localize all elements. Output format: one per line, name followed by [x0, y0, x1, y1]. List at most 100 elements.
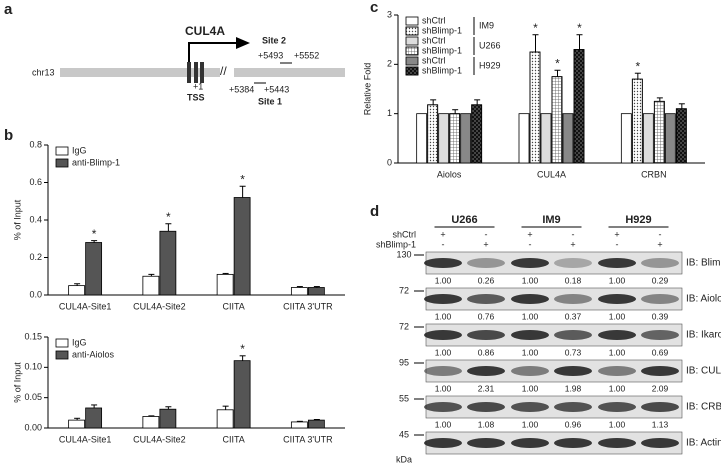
significance: * — [92, 227, 97, 241]
bar-pattern — [551, 76, 563, 164]
bar-pattern — [653, 100, 665, 164]
y-tick-label: 0.0 — [29, 289, 42, 299]
lane-mark: + — [657, 239, 662, 249]
legend-swatch — [55, 158, 69, 168]
bar-pattern — [427, 104, 439, 164]
significance: * — [166, 210, 171, 224]
band-quant: 1.00 — [435, 275, 452, 285]
bar — [85, 407, 103, 429]
blot-band — [554, 294, 592, 304]
y-tick-label: 0.10 — [24, 362, 42, 372]
y-tick-label: 3 — [387, 9, 392, 19]
blot-band — [641, 330, 679, 340]
blot-band — [424, 330, 462, 340]
tss-position: +1 — [193, 81, 203, 91]
blot-band — [424, 402, 462, 412]
panel-label: d — [370, 203, 379, 220]
significance: * — [240, 342, 245, 356]
blot-band — [424, 438, 462, 448]
y-tick-label: 0.15 — [24, 331, 42, 341]
significance: * — [533, 21, 538, 35]
bar — [562, 113, 574, 164]
site1-name: Site 1 — [258, 96, 282, 106]
blot-band — [467, 258, 505, 268]
blot-band — [598, 402, 636, 412]
blot-band — [641, 402, 679, 412]
blot-band — [554, 258, 592, 268]
x-tick-label: CIITA — [222, 301, 244, 311]
x-tick-label: CUL4A-Site1 — [59, 301, 112, 311]
band-quant: 1.00 — [522, 275, 539, 285]
legend-label: shCtrl — [422, 15, 446, 25]
lane-mark: + — [570, 239, 575, 249]
mw-unit: kDa — [396, 454, 412, 464]
break-gap — [220, 64, 234, 81]
x-tick-label: Aiolos — [437, 169, 462, 179]
legend-pattern — [405, 26, 419, 36]
site1-start: +5384 — [229, 84, 254, 94]
blot-band — [511, 402, 549, 412]
blot-label: IB: Actin — [686, 438, 721, 449]
blot-band — [598, 294, 636, 304]
arrow-head — [236, 37, 250, 49]
blot-band — [511, 330, 549, 340]
lane-mark: - — [572, 229, 575, 239]
blot-band — [511, 258, 549, 268]
mw-marker: 95 — [399, 357, 409, 367]
lane-mark: + — [527, 229, 532, 239]
band-quant: 0.29 — [652, 275, 669, 285]
bar — [142, 416, 160, 429]
mw-marker: 55 — [399, 393, 409, 403]
blot-band — [424, 294, 462, 304]
legend-swatch — [55, 338, 69, 348]
blot-band — [554, 438, 592, 448]
band-quant: 0.18 — [565, 275, 582, 285]
blot-label: IB: CUL4A — [686, 366, 721, 377]
y-tick-label: 1 — [387, 108, 392, 118]
significance: * — [635, 59, 640, 73]
bar-pattern — [449, 113, 461, 164]
mw-marker: 72 — [399, 321, 409, 331]
band-quant: 2.31 — [478, 383, 495, 393]
bar — [290, 287, 308, 296]
band-quant: 1.00 — [435, 311, 452, 321]
cell-line: H929 — [625, 214, 651, 226]
bar-pattern — [573, 49, 585, 164]
y-tick-label: 0 — [387, 157, 392, 167]
blot-band — [511, 438, 549, 448]
bar — [416, 113, 428, 164]
blot-band — [598, 438, 636, 448]
bar — [664, 113, 676, 164]
y-axis-label: Relative Fold — [362, 63, 372, 116]
blot-band — [424, 366, 462, 376]
x-tick-label: CUL4A-Site2 — [133, 301, 186, 311]
legend-swatch — [405, 36, 419, 46]
legend-label: shBlimp-1 — [422, 45, 462, 55]
site2-end: +5552 — [294, 50, 319, 60]
y-axis-label: % of Input — [12, 199, 22, 240]
band-quant: 2.09 — [652, 383, 669, 393]
exon — [200, 62, 204, 83]
lane-mark: - — [529, 239, 532, 249]
band-quant: 1.00 — [435, 347, 452, 357]
lane-mark: + — [440, 229, 445, 239]
y-tick-label: 0.05 — [24, 392, 42, 402]
band-quant: 0.37 — [565, 311, 582, 321]
bar — [307, 419, 325, 429]
legend-swatch — [405, 16, 419, 26]
site2-name: Site 2 — [262, 35, 286, 45]
gene-label: CUL4A — [185, 24, 225, 38]
legend-label: anti-Aiolos — [72, 349, 115, 359]
significance: * — [240, 172, 245, 186]
y-tick-label: 0.4 — [29, 214, 42, 224]
band-quant: 1.00 — [609, 383, 626, 393]
band-quant: 1.00 — [522, 311, 539, 321]
band-quant: 1.00 — [435, 419, 452, 429]
lane-row-label: shCtrl — [392, 229, 416, 239]
x-tick-label: CUL4A-Site1 — [59, 434, 112, 444]
band-quant: 0.39 — [652, 311, 669, 321]
blot-band — [641, 294, 679, 304]
y-tick-label: 2 — [387, 59, 392, 69]
legend-label: shCtrl — [422, 55, 446, 65]
